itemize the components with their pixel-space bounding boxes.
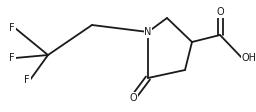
Text: O: O: [216, 7, 224, 17]
Text: O: O: [129, 93, 137, 103]
Text: F: F: [24, 75, 30, 85]
Text: N: N: [144, 27, 152, 37]
Text: F: F: [9, 53, 15, 63]
Text: OH: OH: [242, 53, 256, 63]
Text: F: F: [9, 23, 15, 33]
